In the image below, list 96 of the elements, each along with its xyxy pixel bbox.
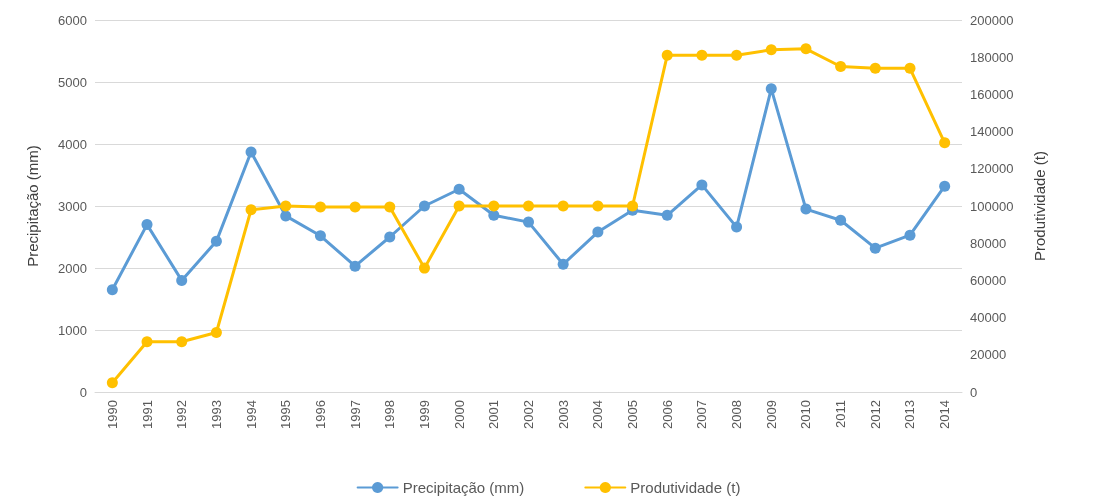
point	[418, 200, 430, 212]
point	[696, 49, 708, 61]
x-tick-label: 2006	[659, 400, 675, 429]
point	[488, 200, 500, 212]
point	[245, 146, 257, 158]
x-tick-label: 2011	[833, 400, 849, 428]
point	[314, 201, 326, 213]
x-tick-label: 1998	[382, 400, 398, 429]
point	[176, 336, 188, 348]
x-tick-label: 2012	[867, 400, 883, 429]
point	[661, 209, 673, 221]
point	[176, 274, 188, 286]
point	[661, 49, 673, 61]
x-tick-label: 1992	[174, 400, 190, 429]
y2-tick-label: 200000	[970, 12, 1014, 28]
point	[835, 214, 847, 226]
point	[800, 43, 812, 55]
point	[627, 200, 639, 212]
x-tick-label: 2008	[729, 400, 745, 429]
point	[106, 377, 118, 389]
x-tick-label: 1995	[278, 400, 294, 429]
point	[523, 200, 534, 212]
point	[349, 201, 361, 213]
y2-tick-label: 160000	[970, 86, 1014, 102]
y-tick-label: 6000	[58, 12, 87, 28]
legend-label: Produtividade (t)	[630, 479, 741, 496]
point	[904, 62, 916, 74]
point	[245, 204, 257, 216]
x-tick-label: 2003	[555, 400, 571, 429]
x-tick-label: 1994	[243, 400, 259, 429]
x-tick-label: 2007	[694, 400, 710, 429]
x-tick-label: 2010	[798, 400, 814, 429]
x-tick-label: 1993	[208, 400, 224, 429]
y2-tick-label: 80000	[970, 235, 1007, 251]
x-tick-label: 2002	[521, 400, 536, 429]
y2-tick-label: 100000	[970, 198, 1014, 214]
x-tick-label: 2005	[625, 400, 641, 429]
y2-tick-label: 0	[970, 384, 978, 400]
point	[314, 230, 326, 242]
point	[592, 200, 604, 212]
point	[765, 44, 777, 56]
y2-tick-label: 140000	[970, 124, 1014, 140]
point	[939, 180, 951, 192]
x-tick-label: 2001	[486, 400, 502, 429]
point	[418, 262, 430, 274]
point	[731, 49, 743, 61]
y-tick-label: 2000	[58, 260, 87, 276]
point	[453, 183, 465, 195]
legend-label: Precipitação (mm)	[402, 479, 525, 496]
point	[141, 219, 153, 231]
point	[869, 62, 881, 74]
point	[280, 210, 292, 222]
point	[384, 231, 396, 243]
point	[557, 258, 569, 270]
point	[731, 221, 743, 233]
x-tick-label: 1990	[104, 400, 120, 429]
y-tick-label: 5000	[58, 74, 87, 90]
y2-tick-label: 180000	[970, 49, 1014, 65]
y2-axis-title: Produtividade (t)	[1031, 150, 1048, 262]
point	[488, 209, 500, 221]
point	[453, 200, 465, 212]
point	[869, 242, 881, 254]
x-tick-label: 2004	[590, 400, 606, 429]
point	[210, 235, 222, 247]
x-tick-label: 1997	[347, 400, 363, 429]
y-tick-label: 1000	[58, 322, 87, 338]
y-tick-label: 3000	[58, 198, 87, 214]
point	[523, 216, 534, 228]
point	[835, 61, 847, 72]
y2-tick-label: 40000	[970, 310, 1007, 326]
x-tick-label: 1991	[139, 400, 155, 429]
y-tick-label: 0	[79, 384, 87, 400]
y2-tick-label: 60000	[970, 272, 1007, 288]
x-tick-label: 1996	[312, 400, 328, 429]
y2-tick-label: 20000	[970, 347, 1007, 363]
point	[765, 83, 777, 95]
x-tick-label: 1999	[416, 400, 432, 429]
y2-tick-label: 120000	[970, 161, 1014, 177]
x-tick-label: 2013	[902, 400, 918, 429]
x-tick-label: 2000	[451, 400, 467, 429]
point	[592, 226, 604, 238]
point	[904, 229, 916, 241]
point	[106, 284, 118, 296]
point	[349, 260, 361, 272]
y-axis-title: Precipitação (mm)	[24, 145, 41, 267]
point	[280, 200, 292, 212]
point	[141, 336, 153, 348]
x-tick-label: 2014	[937, 400, 953, 429]
point	[800, 203, 812, 215]
y-tick-label: 4000	[58, 136, 87, 152]
point	[696, 179, 708, 191]
point	[557, 200, 569, 212]
x-tick-label: 2009	[763, 400, 779, 429]
point	[384, 201, 396, 213]
point	[939, 137, 951, 149]
point	[210, 326, 222, 338]
